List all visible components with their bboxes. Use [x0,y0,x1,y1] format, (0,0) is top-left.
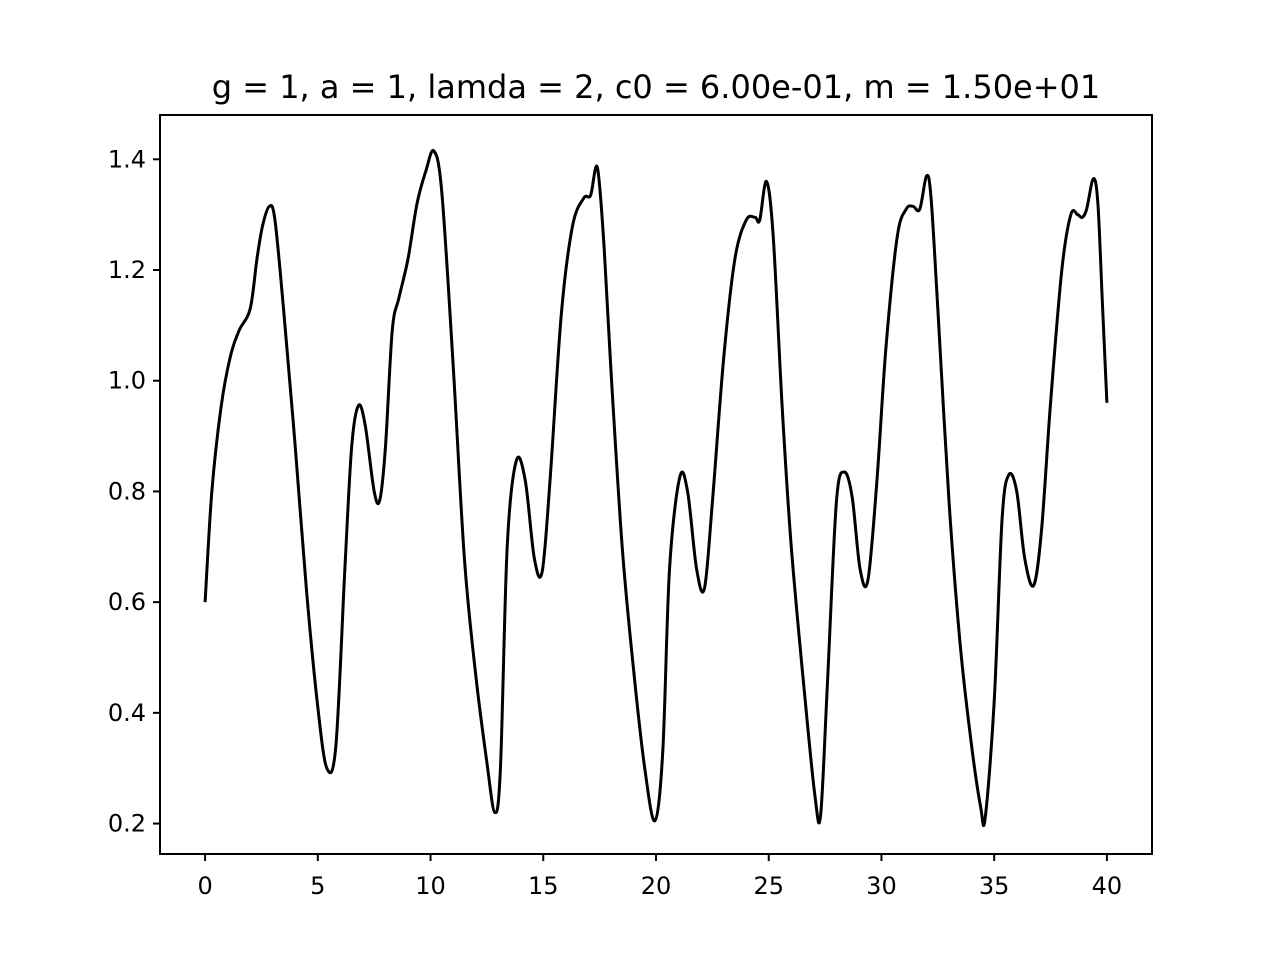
x-axis-ticks: 0 5 10 15 20 25 30 35 40 [197,854,1122,900]
y-tick-label: 0.6 [108,588,146,616]
series-line [203,148,1109,827]
chart-title: g = 1, a = 1, lamda = 2, c0 = 6.00e-01, … [212,68,1101,106]
y-tick-label: 1.2 [108,256,146,284]
x-tick-label: 0 [197,872,212,900]
y-tick-label: 1.0 [108,367,146,395]
x-tick-label: 15 [528,872,559,900]
x-tick-label: 25 [753,872,784,900]
x-tick-label: 30 [866,872,897,900]
x-tick-label: 40 [1092,872,1123,900]
series-group [203,148,1109,827]
y-tick-label: 0.2 [108,810,146,838]
x-tick-label: 5 [310,872,325,900]
x-tick-label: 20 [641,872,672,900]
y-tick-label: 0.8 [108,477,146,505]
y-axis-ticks: 0.2 0.4 0.6 0.8 1.0 1.2 1.4 [108,145,160,838]
y-tick-label: 0.4 [108,699,146,727]
x-tick-label: 10 [415,872,446,900]
y-tick-label: 1.4 [108,145,146,173]
x-tick-label: 35 [979,872,1010,900]
plot-area-frame [159,114,1153,855]
